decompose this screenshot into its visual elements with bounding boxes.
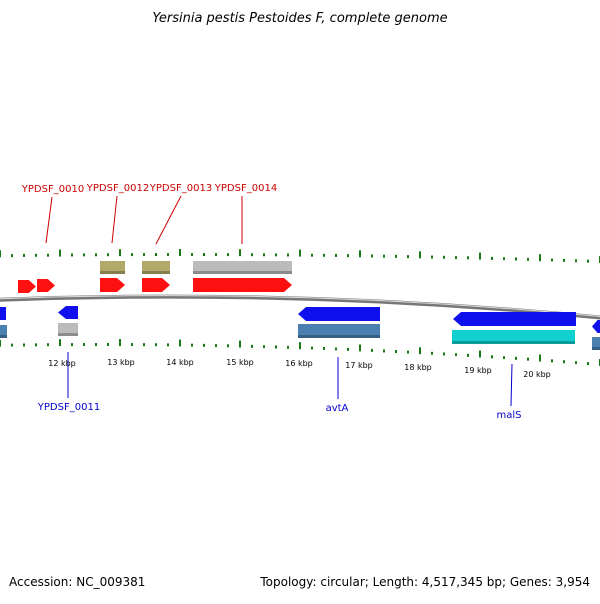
tick-label-18kbp: 18 kbp — [404, 363, 432, 372]
gene-ypdsf-0011-gene[interactable] — [58, 323, 78, 336]
gene-ypdsf-0014-gene[interactable] — [193, 261, 292, 274]
gene-ypdsf-0012-gene[interactable] — [100, 261, 125, 274]
gene-label-ypdsf-0014: YPDSF_0014 — [214, 183, 277, 194]
gene-ypdsf-0014-cds[interactable] — [193, 278, 292, 292]
tick-label-14kbp: 14 kbp — [166, 358, 194, 367]
gene-ypdsf-0013-gene-shade — [142, 271, 170, 274]
gene-left-edge-gene[interactable] — [0, 325, 7, 338]
leader-ypdsf-0013 — [155, 195, 182, 245]
genome-backbone-highlight — [0, 295, 600, 318]
tick-label-16kbp: 16 kbp — [285, 359, 313, 368]
gene-mals-gene[interactable] — [452, 330, 575, 344]
gene-avta-gene-shade — [298, 335, 380, 338]
gene-avta-cds[interactable] — [298, 307, 380, 321]
gene-ypdsf-0011-neighbor-cds[interactable] — [37, 279, 55, 292]
gene-ypdsf-0010-cds[interactable] — [18, 280, 36, 293]
gene-left-edge-gene-shade — [0, 335, 7, 338]
gene-ypdsf-0012-cds[interactable] — [100, 278, 125, 292]
tick-label-13kbp: 13 kbp — [107, 358, 135, 367]
gene-ypdsf-0011-cds[interactable] — [58, 306, 78, 319]
tick-label-12kbp: 12 kbp — [48, 359, 76, 368]
leader-ypdsf-0012 — [111, 195, 118, 244]
gene-right-edge-gene[interactable] — [592, 337, 600, 350]
gene-mals-cds[interactable] — [453, 312, 576, 326]
gene-ypdsf-0011-gene-shade — [58, 333, 78, 336]
leader-mals — [510, 363, 513, 407]
genome-backbone — [0, 294, 600, 320]
genome-summary-text: Topology: circular; Length: 4,517,345 bp… — [259, 575, 590, 589]
gene-label-mals: malS — [497, 410, 522, 421]
gene-right-edge-gene-shade — [592, 347, 600, 350]
tick-label-17kbp: 17 kbp — [345, 361, 373, 370]
gene-label-ypdsf-0012: YPDSF_0012 — [86, 183, 149, 194]
gene-mals-gene-shade — [452, 341, 575, 344]
gene-right-edge-cds[interactable] — [592, 320, 600, 333]
inner-tick-ring — [0, 339, 600, 366]
map-title: Yersinia pestis Pestoides F, complete ge… — [152, 11, 447, 26]
gene-avta-gene[interactable] — [298, 324, 380, 338]
gene-ypdsf-0014-gene-shade — [193, 271, 292, 274]
gene-label-avta: avtA — [326, 403, 349, 414]
gene-features — [0, 261, 600, 350]
tick-label-19kbp: 19 kbp — [464, 366, 492, 375]
accession-text: Accession: NC_009381 — [9, 575, 145, 589]
gene-left-edge-cds[interactable] — [0, 307, 6, 320]
tick-label-15kbp: 15 kbp — [226, 358, 254, 367]
gene-label-ypdsf-0013: YPDSF_0013 — [149, 183, 212, 194]
tick-label-20kbp: 20 kbp — [523, 370, 551, 379]
leader-ypdsf-0010 — [45, 196, 53, 244]
gene-label-ypdsf-0011: YPDSF_0011 — [37, 402, 100, 413]
gene-ypdsf-0013-gene[interactable] — [142, 261, 170, 274]
gene-label-leaders — [45, 195, 513, 407]
outer-tick-ring — [0, 249, 600, 264]
gene-ypdsf-0013-cds[interactable] — [142, 278, 170, 292]
gene-label-ypdsf-0010: YPDSF_0010 — [21, 184, 84, 195]
gene-ypdsf-0012-gene-shade — [100, 271, 125, 274]
